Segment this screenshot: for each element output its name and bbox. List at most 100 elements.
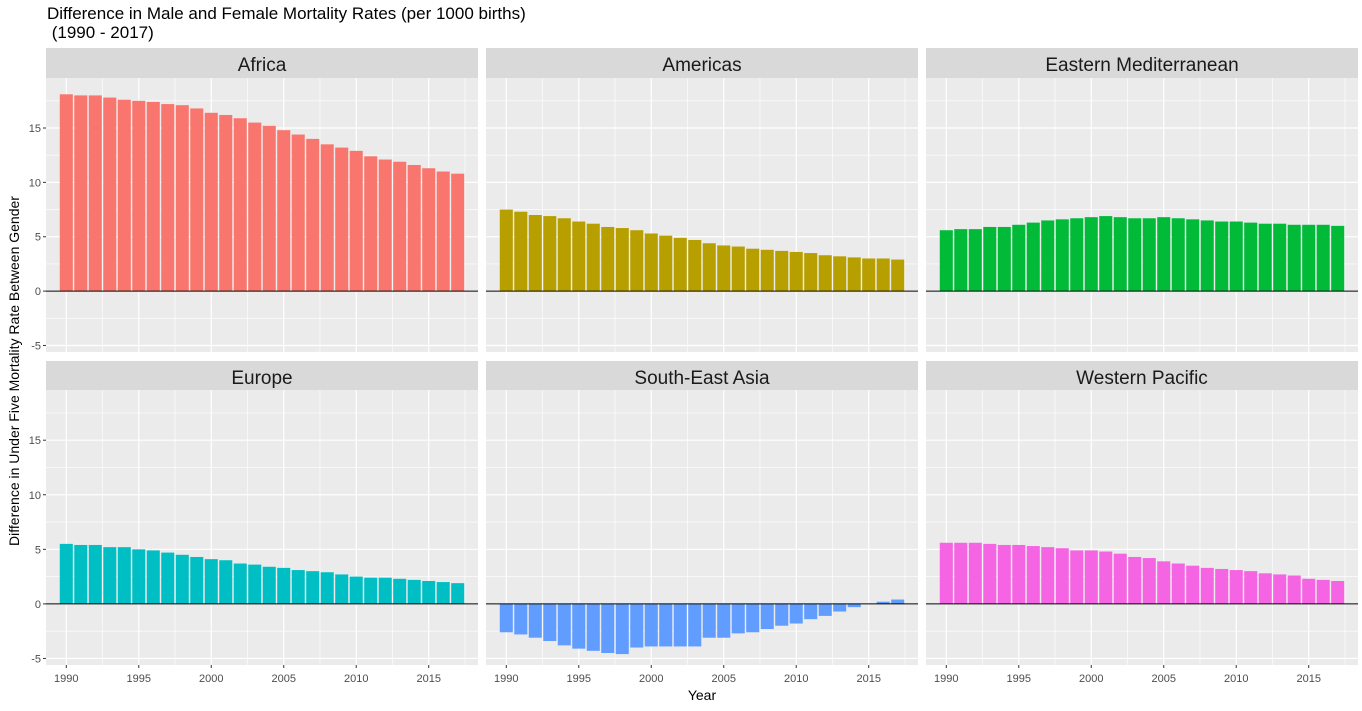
bar bbox=[1287, 224, 1301, 292]
bar bbox=[847, 603, 861, 608]
bar bbox=[499, 603, 513, 633]
x-tick-label: 2000 bbox=[1079, 673, 1103, 685]
bar bbox=[1128, 556, 1142, 604]
bar bbox=[789, 251, 803, 292]
bar bbox=[731, 603, 745, 634]
chart-title-line2: (1990 - 2017) bbox=[47, 23, 154, 42]
bar bbox=[146, 550, 160, 604]
bar bbox=[746, 248, 760, 292]
x-tick-label: 2010 bbox=[784, 673, 808, 685]
bar bbox=[1229, 570, 1243, 604]
bar bbox=[702, 243, 716, 292]
bar bbox=[204, 112, 218, 292]
bar bbox=[572, 221, 586, 292]
bar bbox=[1287, 575, 1301, 604]
bar bbox=[262, 566, 276, 604]
bar bbox=[161, 104, 175, 292]
bar bbox=[277, 130, 291, 292]
bar bbox=[1171, 218, 1185, 292]
x-tick-label: 2015 bbox=[1296, 673, 1320, 685]
bar bbox=[335, 147, 349, 292]
bar bbox=[1142, 218, 1156, 292]
bar bbox=[1186, 565, 1200, 604]
bar bbox=[1316, 224, 1330, 292]
bar bbox=[1026, 546, 1040, 604]
bar bbox=[1157, 561, 1171, 604]
facet-americas: Americas bbox=[486, 48, 918, 352]
bar bbox=[1331, 580, 1345, 604]
bar bbox=[204, 559, 218, 604]
bar bbox=[1273, 574, 1287, 604]
bar bbox=[746, 603, 760, 633]
bar bbox=[615, 603, 629, 655]
bar bbox=[1200, 567, 1214, 604]
bar bbox=[1113, 217, 1127, 292]
bar bbox=[601, 603, 615, 653]
bar bbox=[514, 211, 528, 292]
bar bbox=[818, 255, 832, 292]
x-tick-label: 2010 bbox=[1224, 673, 1248, 685]
facet-eastern-mediterranean: Eastern Mediterranean bbox=[926, 48, 1358, 352]
bar bbox=[1302, 224, 1316, 292]
bar bbox=[775, 250, 789, 292]
bar bbox=[954, 229, 968, 292]
facet-label: Eastern Mediterranean bbox=[1045, 55, 1238, 76]
bar bbox=[74, 544, 88, 604]
chart-title-line1: Difference in Male and Female Mortality … bbox=[47, 4, 526, 23]
bar bbox=[132, 100, 146, 292]
bar bbox=[673, 237, 687, 292]
bar bbox=[1258, 223, 1272, 292]
bar bbox=[422, 580, 436, 604]
bar bbox=[659, 603, 673, 647]
x-tick-label: 2015 bbox=[416, 673, 440, 685]
bar bbox=[320, 144, 334, 292]
facet-strip bbox=[46, 361, 478, 390]
bar bbox=[436, 582, 450, 604]
y-tick-label: 0 bbox=[35, 599, 41, 611]
bar bbox=[557, 603, 571, 646]
bar bbox=[1113, 553, 1127, 604]
bar bbox=[528, 215, 542, 292]
facet-south-east-asia: South-East Asia 1990 1995 2000 2005 2010 2015 bbox=[486, 361, 918, 685]
bar bbox=[262, 125, 276, 292]
facet-africa: Africa -5 0 5 10 15 bbox=[29, 48, 478, 352]
y-tick-label: 5 bbox=[35, 544, 41, 556]
bar bbox=[1258, 573, 1272, 604]
x-tick-label: 2000 bbox=[639, 673, 663, 685]
panel-background bbox=[46, 390, 478, 665]
bar bbox=[277, 567, 291, 604]
bar bbox=[499, 209, 513, 292]
bar bbox=[88, 544, 102, 604]
bar bbox=[688, 240, 702, 292]
bar bbox=[146, 101, 160, 292]
facet-label: Europe bbox=[231, 368, 292, 389]
bar bbox=[320, 572, 334, 604]
facet-western-pacific: Western Pacific 1990 1995 2000 2005 2010 2015 bbox=[926, 361, 1358, 685]
bar bbox=[572, 603, 586, 649]
bar bbox=[291, 570, 305, 604]
bar bbox=[528, 603, 542, 638]
bar bbox=[833, 603, 847, 612]
bar bbox=[175, 554, 189, 604]
bar bbox=[74, 95, 88, 292]
bar bbox=[190, 108, 204, 292]
bar bbox=[586, 223, 600, 292]
facet-europe: Europe -5 0 5 10 15 1990 1995 2000 2005 2010 2015 bbox=[29, 361, 478, 685]
bar bbox=[847, 257, 861, 292]
bar bbox=[586, 603, 600, 651]
bar bbox=[88, 95, 102, 292]
facet-label: Western Pacific bbox=[1076, 368, 1208, 389]
bar bbox=[1157, 217, 1171, 292]
bar bbox=[407, 579, 421, 604]
bar bbox=[1229, 221, 1243, 292]
bar bbox=[968, 542, 982, 604]
x-tick-label: 1990 bbox=[934, 673, 958, 685]
bar bbox=[983, 226, 997, 292]
bar bbox=[673, 603, 687, 647]
bar bbox=[335, 574, 349, 604]
bar bbox=[451, 173, 465, 292]
bar bbox=[543, 603, 557, 641]
bar bbox=[760, 249, 774, 292]
bar bbox=[407, 164, 421, 292]
